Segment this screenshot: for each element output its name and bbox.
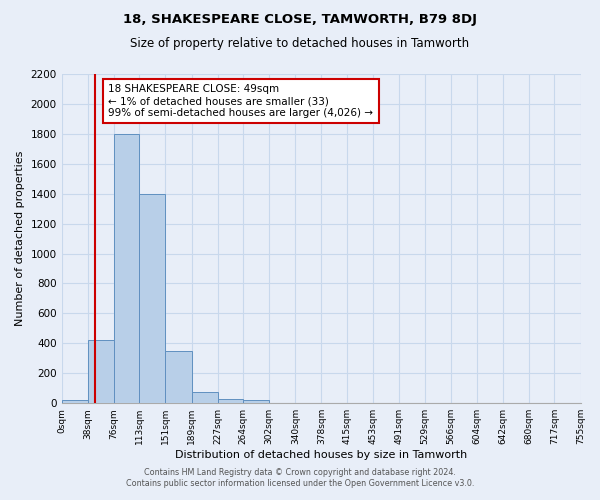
Bar xyxy=(166,351,191,403)
X-axis label: Distribution of detached houses by size in Tamworth: Distribution of detached houses by size … xyxy=(175,450,467,460)
Text: Size of property relative to detached houses in Tamworth: Size of property relative to detached ho… xyxy=(130,38,470,51)
Text: Contains HM Land Registry data © Crown copyright and database right 2024.
Contai: Contains HM Land Registry data © Crown c… xyxy=(126,468,474,487)
Bar xyxy=(62,400,88,403)
Text: 18 SHAKESPEARE CLOSE: 49sqm
← 1% of detached houses are smaller (33)
99% of semi: 18 SHAKESPEARE CLOSE: 49sqm ← 1% of deta… xyxy=(109,84,373,117)
Bar xyxy=(218,400,243,403)
Bar xyxy=(88,340,114,403)
Bar xyxy=(139,194,166,403)
Bar xyxy=(191,392,218,403)
Text: 18, SHAKESPEARE CLOSE, TAMWORTH, B79 8DJ: 18, SHAKESPEARE CLOSE, TAMWORTH, B79 8DJ xyxy=(123,12,477,26)
Bar xyxy=(243,400,269,403)
Y-axis label: Number of detached properties: Number of detached properties xyxy=(15,151,25,326)
Bar xyxy=(114,134,139,403)
